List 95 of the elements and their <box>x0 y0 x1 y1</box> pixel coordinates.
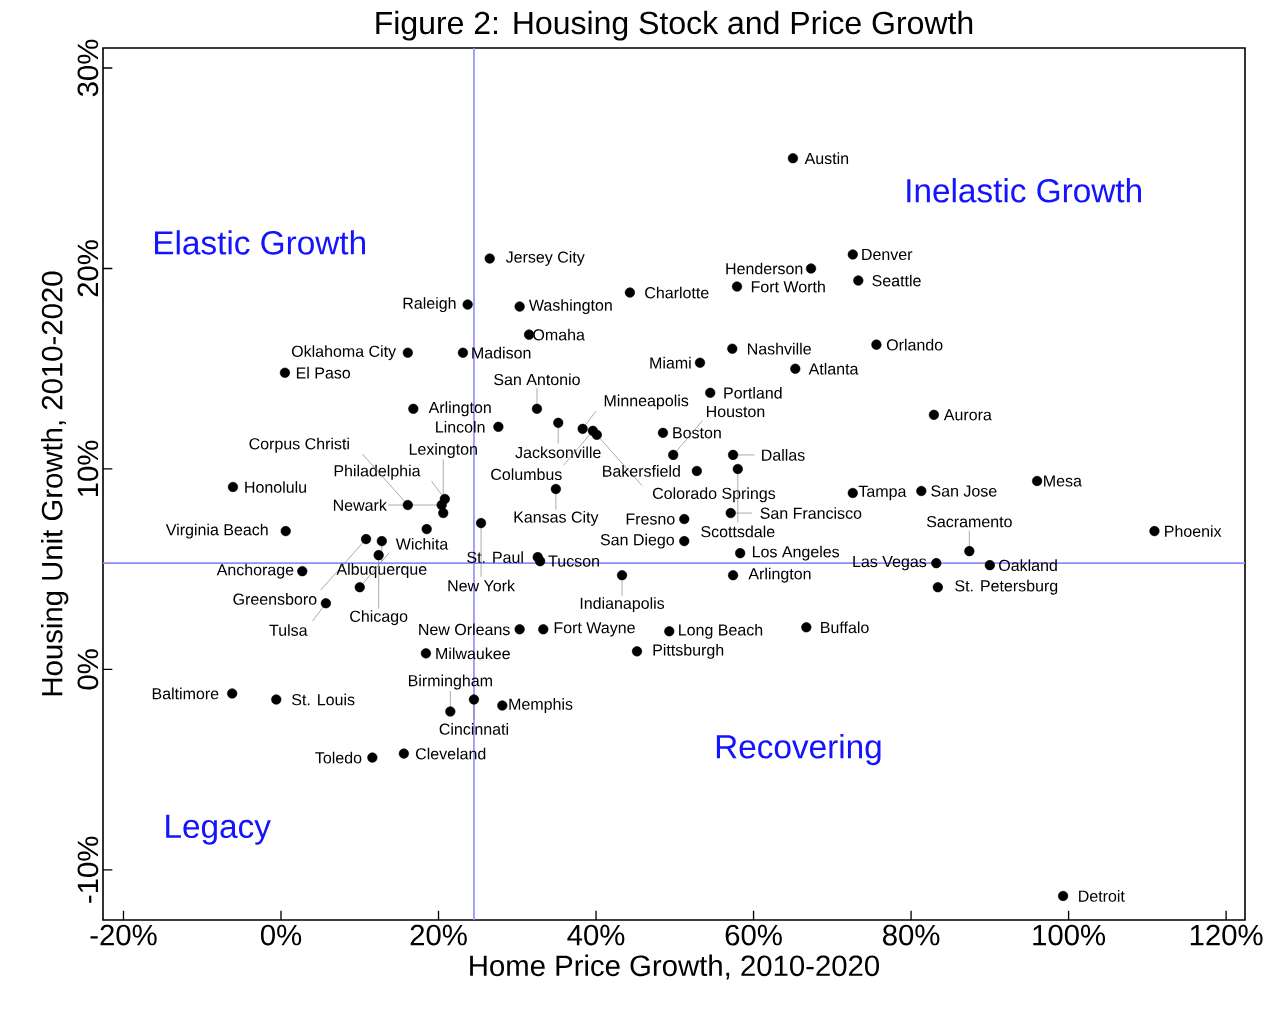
annotation: Minneapolis <box>604 394 689 410</box>
annotation: Tulsa <box>269 624 308 636</box>
annotation: Mesa <box>1044 475 1082 487</box>
x-tick-label: 20% <box>410 924 467 946</box>
annotation: Honolulu <box>245 481 307 493</box>
annotation: Milwaukee <box>436 647 510 660</box>
annotation: Detroit <box>1079 890 1125 902</box>
annotation: Tucson <box>548 555 599 567</box>
y-axis-title: Housing Unit Growth, 2010-2020 <box>41 271 69 696</box>
x-tick-label: 60% <box>725 924 782 946</box>
annotation: Elastic Growth <box>155 230 365 255</box>
annotation: St. Louis <box>292 693 355 706</box>
annotation: Orlando <box>886 338 943 351</box>
annotation: Los Angeles <box>752 545 840 561</box>
annotation: Aurora <box>943 409 992 421</box>
annotation: Toledo <box>315 751 362 764</box>
y-tick-label: -10% <box>77 836 99 903</box>
annotation: Phoenix <box>1165 525 1222 537</box>
annotation: Philadelphia <box>334 464 421 480</box>
annotation: San Francisco <box>760 507 862 519</box>
annotation: Arlington <box>748 567 811 583</box>
annotation: Virginia Beach <box>165 523 268 539</box>
y-tick-label: 10% <box>77 440 99 497</box>
annotation: Chicago <box>350 610 408 626</box>
annotation: Jersey City <box>505 251 585 266</box>
x-tick-label: 100% <box>1033 924 1106 946</box>
annotation: Washington <box>528 299 612 315</box>
annotation: Kansas City <box>514 511 599 526</box>
annotation: Austin <box>804 152 849 165</box>
annotation: Denver <box>862 248 913 261</box>
y-tick-label: 20% <box>77 240 99 297</box>
annotation: Columbus <box>491 468 562 481</box>
annotation: El Paso <box>296 366 351 379</box>
annotation: Cincinnati <box>439 723 508 735</box>
annotation: Fresno <box>626 513 675 525</box>
annotation: Fort Wayne <box>554 622 635 637</box>
annotation: New Orleans <box>419 623 510 636</box>
annotation: Scottsdale <box>701 525 775 538</box>
annotation: Dallas <box>762 449 805 461</box>
annotation: Buffalo <box>821 621 869 634</box>
annotation: San Jose <box>931 485 997 497</box>
annotation: St. Petersburg <box>955 579 1058 595</box>
annotation: Tampa <box>858 485 907 501</box>
annotation: Portland <box>724 386 782 399</box>
annotation: Atlanta <box>808 362 859 375</box>
annotation: Nashville <box>748 342 811 355</box>
annotation: San Diego <box>600 533 675 549</box>
annotation: Newark <box>333 499 387 511</box>
annotation: Memphis <box>509 698 573 713</box>
annotation: Madison <box>472 346 531 359</box>
annotation: Las Vegas <box>853 556 927 571</box>
annotation: Sacramento <box>926 516 1012 528</box>
annotation: Oklahoma City <box>291 345 397 361</box>
annotation: Houston <box>706 406 765 418</box>
chart-title: Figure 2: Housing Stock and Price Growth <box>376 10 973 41</box>
annotation: Lexington <box>409 443 477 458</box>
annotation: Indianapolis <box>580 597 665 613</box>
annotation: San Antonio <box>494 373 580 386</box>
annotation: Cleveland <box>415 747 486 760</box>
annotation: Albuquerque <box>336 563 427 579</box>
x-tick-label: 40% <box>567 924 625 946</box>
x-tick-label: 0% <box>260 924 302 946</box>
annotation: St. Paul <box>467 551 523 564</box>
annotation: Corpus Christi <box>249 437 349 453</box>
y-tick-label: 0% <box>77 649 99 690</box>
y-tick-label: 30% <box>77 39 99 97</box>
annotation: Recovering <box>716 734 881 766</box>
annotation: Wichita <box>395 538 449 550</box>
annotation: Jacksonville <box>515 446 601 459</box>
annotation: Legacy <box>166 814 271 845</box>
annotation: Pittsburgh <box>653 643 724 659</box>
annotation: Birmingham <box>408 674 492 690</box>
annotation: Raleigh <box>403 297 456 313</box>
annotation: Oakland <box>999 559 1057 572</box>
annotation: Colorado Springs <box>652 487 776 503</box>
annotation: Fort Worth <box>751 280 825 293</box>
annotation: Greensboro <box>233 593 317 605</box>
annotation: New York <box>448 579 516 592</box>
annotation: Lincoln <box>436 420 485 433</box>
annotation: Anchorage <box>216 563 294 579</box>
x-tick-label: 80% <box>882 924 940 946</box>
annotation: Miami <box>650 356 691 369</box>
annotation: Bakersfield <box>603 465 680 477</box>
x-tick-label: -20% <box>90 924 157 946</box>
annotation: Seattle <box>872 274 921 287</box>
annotation: Arlington <box>428 401 491 417</box>
annotation: Boston <box>673 427 721 439</box>
x-tick-label: 120% <box>1190 924 1263 946</box>
annotation: Inelastic Growth <box>907 178 1141 203</box>
annotation: Baltimore <box>152 687 219 700</box>
annotation: Henderson <box>726 262 803 275</box>
x-axis-title: Home Price Growth, 2010-2020 <box>470 954 880 980</box>
annotation: Long Beach <box>679 623 763 639</box>
annotation: Charlotte <box>645 286 709 299</box>
annotation: Omaha <box>533 328 585 341</box>
